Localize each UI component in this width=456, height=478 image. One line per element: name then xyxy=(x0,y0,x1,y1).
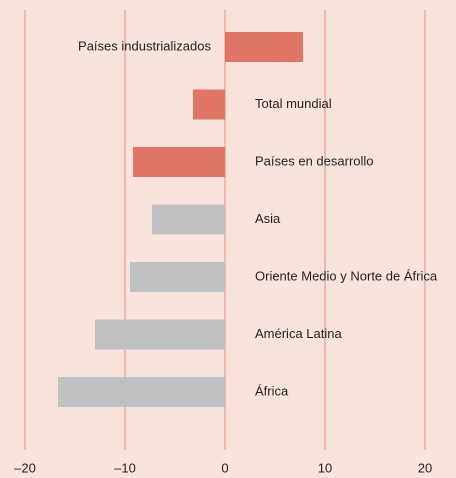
category-label: Oriente Medio y Norte de África xyxy=(255,268,438,283)
bar xyxy=(152,204,225,235)
x-tick-label: 10 xyxy=(318,460,332,475)
category-label: Total mundial xyxy=(255,96,332,111)
bar xyxy=(133,147,225,177)
category-label: África xyxy=(255,383,289,398)
category-label: América Latina xyxy=(255,326,342,341)
category-label: Países en desarrollo xyxy=(255,153,374,168)
category-label: Asia xyxy=(255,211,281,226)
x-tick-label: –10 xyxy=(114,460,136,475)
bar xyxy=(58,377,225,407)
category-label: Países industrializados xyxy=(78,38,211,53)
bar xyxy=(225,32,303,62)
bar xyxy=(193,89,225,120)
bar xyxy=(130,262,225,292)
x-tick-label: –20 xyxy=(14,460,36,475)
x-tick-label: 0 xyxy=(221,460,228,475)
bar xyxy=(95,319,225,350)
x-tick-label: 20 xyxy=(418,460,432,475)
